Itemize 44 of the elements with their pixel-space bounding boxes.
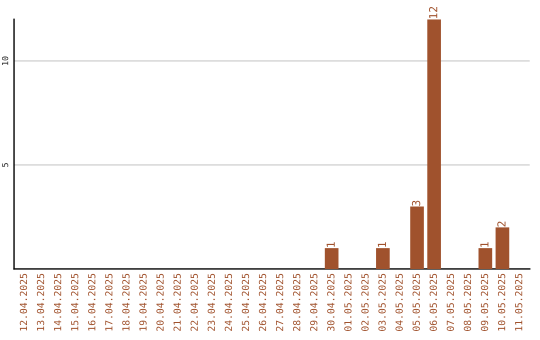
x-tick-label: 08.05.2025 [464, 274, 472, 332]
x-tick-label: 26.04.2025 [258, 274, 266, 331]
x-tick-label: 27.04.2025 [276, 274, 284, 331]
x-tick-label: 06.05.2025 [430, 274, 437, 332]
x-tick-label: 07.05.2025 [446, 274, 454, 332]
x-tick-label: 29.04.2025 [310, 274, 318, 331]
x-tick-label: 17.04.2025 [105, 274, 113, 330]
x-tick-label: 12.04.2025 [20, 274, 28, 330]
x-tick-label: 10.05.2025 [498, 274, 506, 330]
x-tick-label: 15.04.2025 [71, 274, 78, 330]
x-tick-label: 24.04.2025 [224, 274, 232, 331]
x-tick-label: 19.04.2025 [139, 274, 147, 330]
data-label: 1 [480, 242, 488, 247]
bar [376, 248, 390, 269]
x-tick-label: 23.04.2025 [208, 274, 215, 331]
data-label: 3 [412, 200, 420, 206]
data-label: 12 [428, 6, 438, 18]
x-tick-label: 01.05.2025 [344, 274, 352, 332]
x-tick-label: 25.04.2025 [242, 274, 250, 331]
bar [496, 227, 510, 269]
bar [478, 248, 492, 269]
bar [427, 19, 441, 269]
x-tick-label: 03.05.2025 [378, 274, 386, 332]
x-tick-label: 16.04.2025 [88, 274, 96, 330]
x-tick-label: 05.05.2025 [412, 274, 420, 332]
bar [410, 206, 424, 269]
data-label: 1 [378, 242, 386, 247]
x-tick-label: 04.05.2025 [395, 274, 403, 332]
data-label: 1 [326, 242, 335, 247]
data-label: 2 [497, 222, 506, 227]
y-tick-label: 5 [2, 163, 8, 167]
y-tick-label: 10 [2, 56, 8, 65]
x-tick-label: 11.05.2025 [514, 274, 522, 330]
x-tick-label: 18.04.2025 [122, 274, 130, 330]
x-tick-label: 30.04.2025 [327, 274, 335, 331]
x-tick-label: 09.05.2025 [480, 274, 488, 332]
x-tick-label: 14.04.2025 [54, 274, 62, 330]
x-tick-label: 20.04.2025 [156, 274, 164, 331]
bar [324, 248, 338, 269]
x-tick-label: 02.05.2025 [361, 274, 369, 332]
x-tick-label: 22.04.2025 [190, 274, 198, 331]
x-tick-label: 21.04.2025 [173, 274, 181, 331]
x-tick-label: 28.04.2025 [292, 274, 300, 331]
x-tick-label: 13.04.2025 [36, 274, 44, 330]
